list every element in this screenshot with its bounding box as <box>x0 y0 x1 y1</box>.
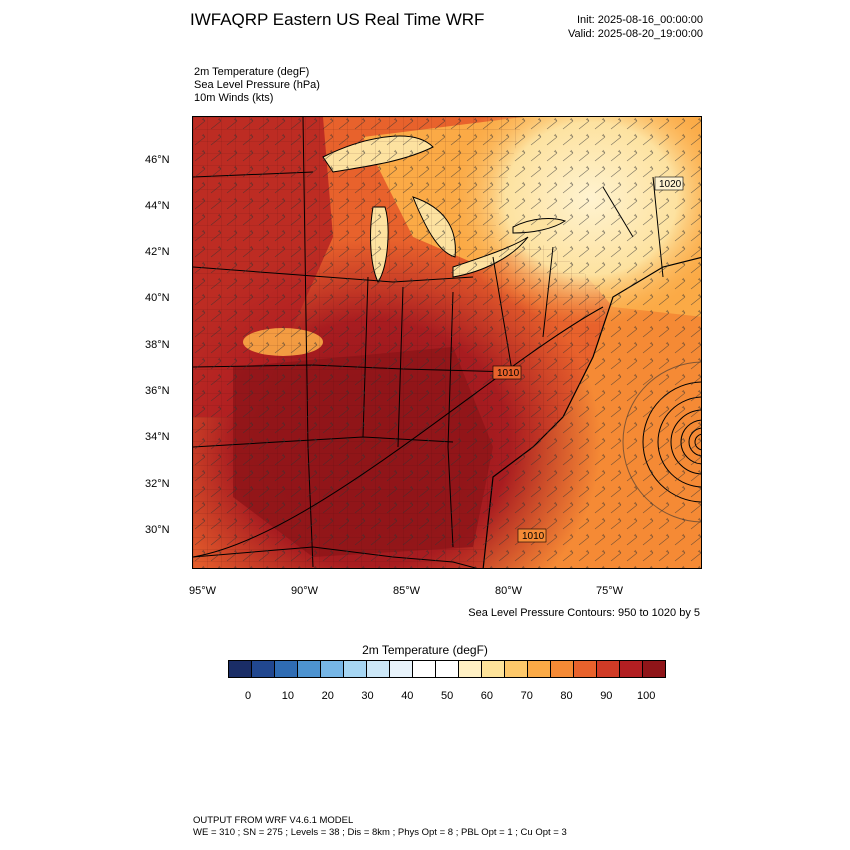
latitude-label: 32°N <box>145 478 170 490</box>
colorbar-tick-label: 50 <box>441 690 454 702</box>
latitude-label: 30°N <box>145 524 170 536</box>
latitude-label: 34°N <box>145 431 170 443</box>
colorbar-tick-label: 30 <box>361 690 374 702</box>
footer-model: OUTPUT FROM WRF V4.6.1 MODEL <box>193 815 354 826</box>
field-winds: 10m Winds (kts) <box>194 92 274 104</box>
field-pressure: Sea Level Pressure (hPa) <box>194 79 320 91</box>
colorbar-tick-label: 20 <box>321 690 334 702</box>
colorbar-tick-label: 10 <box>281 690 295 702</box>
colorbar-swatch <box>551 661 574 677</box>
latitude-label: 38°N <box>145 339 170 351</box>
field-list: 2m Temperature (degF) Sea Level Pressure… <box>194 66 320 105</box>
colorbar-swatch <box>367 661 390 677</box>
latitude-label: 44°N <box>145 200 170 212</box>
colorbar-tick-label: 100 <box>637 690 656 702</box>
colorbar-swatch <box>436 661 459 677</box>
colorbar-swatch <box>597 661 620 677</box>
colorbar-tick-label: 0 <box>245 690 252 702</box>
footer-config: WE = 310 ; SN = 275 ; Levels = 38 ; Dis … <box>193 827 567 838</box>
longitude-label: 80°W <box>495 585 523 597</box>
colorbar-swatch <box>505 661 528 677</box>
colorbar-swatch <box>459 661 482 677</box>
temperature-field: 1020 1010 1010 <box>193 117 701 568</box>
field-temperature: 2m Temperature (degF) <box>194 66 310 78</box>
model-footer: OUTPUT FROM WRF V4.6.1 MODEL WE = 310 ; … <box>193 815 567 839</box>
colorbar-tick-label: 90 <box>600 690 613 702</box>
colorbar-tick-label: 40 <box>401 690 414 702</box>
colorbar-tick-label: 80 <box>560 690 573 702</box>
weather-map: 1020 1010 1010 <box>192 116 702 569</box>
latitude-label: 36°N <box>145 385 170 397</box>
contour-note: Sea Level Pressure Contours: 950 to 1020… <box>468 607 700 619</box>
wind-barbs <box>193 117 701 568</box>
colorbar-tick-label: 70 <box>520 690 533 702</box>
temperature-colorbar <box>228 660 666 678</box>
pressure-label-1020: 1020 <box>659 179 682 190</box>
colorbar-tick-label: 60 <box>480 690 494 702</box>
colorbar-swatch <box>620 661 643 677</box>
colorbar-swatch <box>275 661 298 677</box>
legend-title: 2m Temperature (degF) <box>362 643 488 657</box>
pressure-label-1010-b: 1010 <box>497 368 520 379</box>
longitude-label: 75°W <box>596 585 624 597</box>
longitude-label: 90°W <box>291 585 319 597</box>
latitude-label: 42°N <box>145 246 170 258</box>
colorbar-swatch <box>413 661 436 677</box>
colorbar-swatch <box>643 661 665 677</box>
colorbar-swatch <box>298 661 321 677</box>
colorbar-swatch <box>321 661 344 677</box>
chart-title: IWFAQRP Eastern US Real Time WRF <box>190 10 485 29</box>
latitude-label: 46°N <box>145 154 170 166</box>
colorbar-swatch <box>229 661 252 677</box>
colorbar-swatch <box>252 661 275 677</box>
colorbar-swatch <box>390 661 413 677</box>
latitude-label: 40°N <box>145 292 170 304</box>
colorbar-swatch <box>344 661 367 677</box>
longitude-label: 85°W <box>393 585 421 597</box>
longitude-label: 95°W <box>189 585 217 597</box>
colorbar-swatch <box>574 661 597 677</box>
init-valid-times: Init: 2025-08-16_00:00:00 Valid: 2025-08… <box>568 13 703 41</box>
init-time: Init: 2025-08-16_00:00:00 <box>577 14 703 26</box>
valid-time: Valid: 2025-08-20_19:00:00 <box>568 28 703 40</box>
pressure-label-1010: 1010 <box>522 531 545 542</box>
colorbar-swatch <box>482 661 505 677</box>
colorbar-swatch <box>528 661 551 677</box>
